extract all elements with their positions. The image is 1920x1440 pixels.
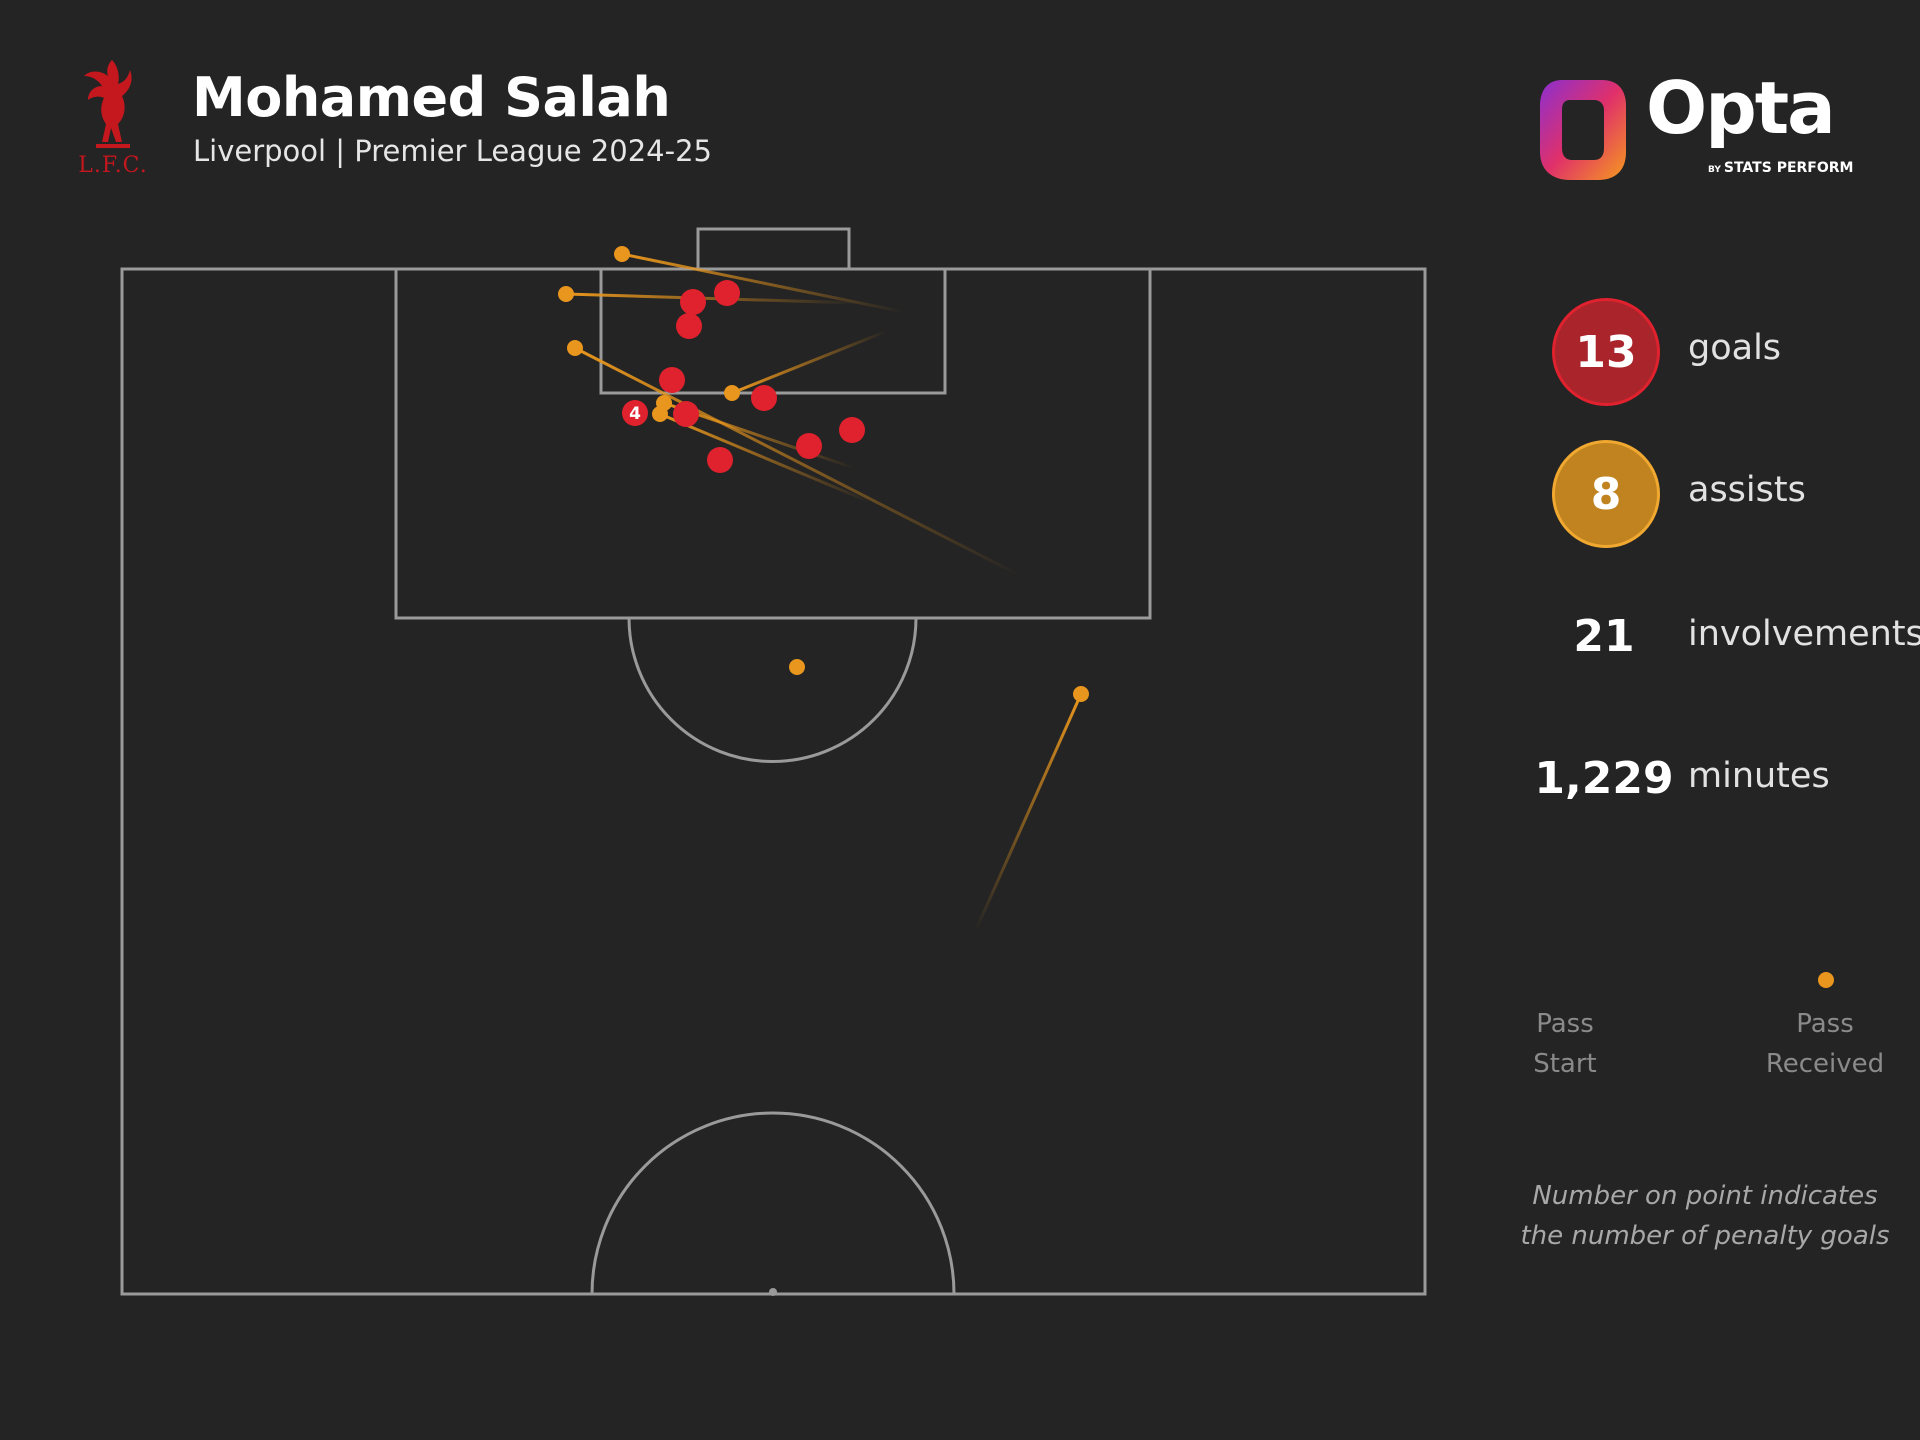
goal-point xyxy=(751,385,777,411)
six-yard-box xyxy=(599,267,947,395)
pitch-outline xyxy=(120,267,1427,1296)
assist-received-point xyxy=(558,286,574,302)
assist-received-point xyxy=(614,246,630,262)
centre-spot xyxy=(769,1288,777,1296)
assists-value: 8 xyxy=(1552,440,1660,548)
opta-wordmark: Opta xyxy=(1646,66,1836,150)
minutes-value: 1,229 xyxy=(1534,752,1674,804)
assist-pass-line xyxy=(574,346,1022,578)
goal-point xyxy=(839,417,865,443)
assist-pass-line xyxy=(621,252,905,314)
liverbird-icon xyxy=(84,60,132,148)
assist-layer xyxy=(558,246,1089,933)
pitch-chart: 4 xyxy=(120,227,1427,1296)
legend-pass-received: Pass Received xyxy=(1765,1009,1885,1079)
minutes-label: minutes xyxy=(1688,756,1830,796)
opta-tagline-text: STATS PERFORM xyxy=(1723,160,1854,176)
goal-point xyxy=(673,401,699,427)
assist-received-point xyxy=(652,406,668,422)
assist-received-point xyxy=(724,385,740,401)
assist-received-point xyxy=(1073,686,1089,702)
goals-value: 13 xyxy=(1552,298,1660,406)
involvements-value: 21 xyxy=(1573,610,1635,662)
player-name: Mohamed Salah xyxy=(192,66,671,129)
assist-received-point xyxy=(789,659,805,675)
assist-pass-line xyxy=(565,292,859,305)
legend-pass-start: Pass Start xyxy=(1533,1009,1597,1079)
assist-pass-line xyxy=(973,693,1083,933)
legend-line xyxy=(1565,972,1834,988)
goal-point xyxy=(796,433,822,459)
assist-received-point xyxy=(567,340,583,356)
goals-label: goals xyxy=(1688,328,1782,368)
opta-tagline: BY STATS PERFORM xyxy=(1708,160,1853,176)
penalty-count-label: 4 xyxy=(629,404,641,424)
club-initials: L.F.C. xyxy=(78,153,148,178)
involvements-label: involvements xyxy=(1688,614,1920,654)
penalty-goal-point xyxy=(622,400,648,426)
legend-pass-received-dot xyxy=(1818,972,1834,988)
centre-circle xyxy=(590,1111,956,1295)
opta-mark-icon xyxy=(1540,80,1626,180)
goal-point xyxy=(659,367,685,393)
penalty-area xyxy=(394,267,1152,620)
goal-point xyxy=(714,280,740,306)
goal-point xyxy=(676,313,702,339)
goal-point xyxy=(680,289,706,315)
pass-legend: Pass Start Pass Received xyxy=(1520,960,1920,1080)
opta-logo: Opta BY STATS PERFORM xyxy=(1532,72,1862,186)
assists-label: assists xyxy=(1688,470,1806,510)
liverpool-crest: L.F.C. xyxy=(78,56,148,178)
assist-pass-line xyxy=(731,329,888,395)
stat-goals: 13 goals xyxy=(1552,298,1920,408)
stat-assists: 8 assists xyxy=(1552,440,1920,550)
goal-layer: 4 xyxy=(622,280,865,473)
penalty-arc xyxy=(627,617,918,763)
stat-involvements: 21 involvements xyxy=(1552,584,1920,694)
subtitle: Liverpool | Premier League 2024-25 xyxy=(193,134,712,168)
pitch-markings xyxy=(120,227,1427,1296)
penalty-note: Number on point indicates the number of … xyxy=(1520,1181,1890,1251)
goal-point xyxy=(707,447,733,473)
assist-pass-line xyxy=(659,412,871,504)
goal xyxy=(696,227,851,271)
opta-by: BY xyxy=(1708,165,1721,175)
stat-minutes: 1,229 minutes xyxy=(1534,726,1920,836)
